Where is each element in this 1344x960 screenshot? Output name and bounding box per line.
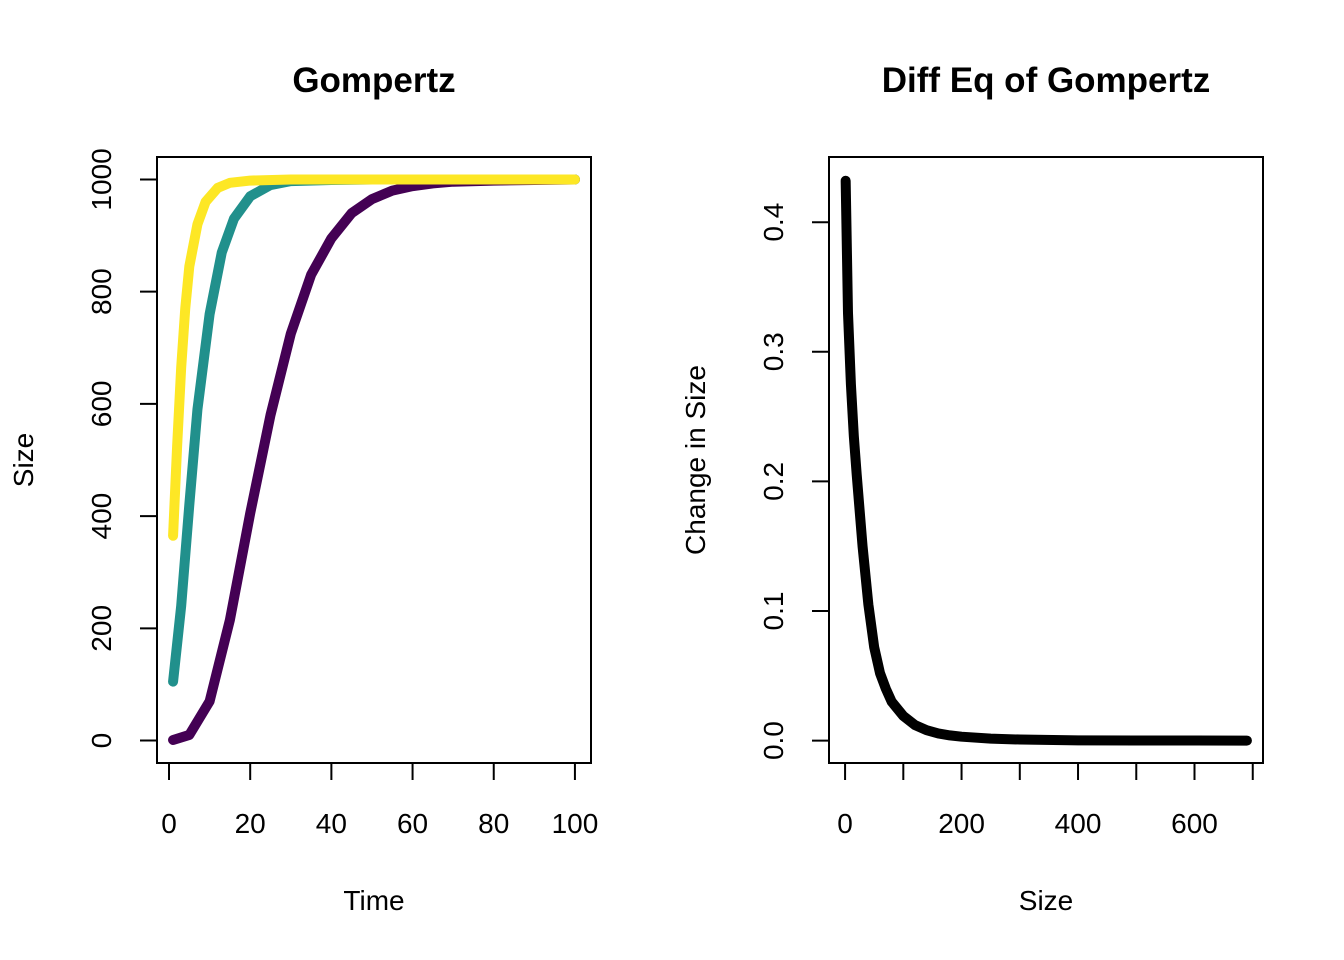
x-tick-label: 0 <box>837 808 853 839</box>
chart-title: Diff Eq of Gompertz <box>882 61 1211 100</box>
x-tick-label: 400 <box>1055 808 1102 839</box>
y-tick-label: 600 <box>86 381 117 428</box>
y-tick-label: 800 <box>86 268 117 315</box>
series-line <box>840 175 1252 746</box>
y-axis-label: Size <box>8 433 39 487</box>
y-tick-label: 400 <box>86 493 117 540</box>
y-tick-label: 0.0 <box>758 721 789 760</box>
y-tick-label: 0.2 <box>758 462 789 501</box>
x-tick-label: 200 <box>938 808 985 839</box>
x-axis-label: Time <box>343 885 404 916</box>
x-tick-label: 600 <box>1171 808 1218 839</box>
x-axis-label: Size <box>1019 885 1073 916</box>
x-tick-label: 80 <box>478 808 509 839</box>
y-axis-label: Change in Size <box>680 365 711 555</box>
y-tick-label: 200 <box>86 605 117 652</box>
series-line <box>168 174 580 541</box>
chart-title: Gompertz <box>292 61 455 100</box>
x-tick-label: 0 <box>161 808 177 839</box>
y-tick-label: 0.4 <box>758 203 789 242</box>
y-tick-label: 0.1 <box>758 592 789 631</box>
y-tick-label: 1000 <box>86 148 117 210</box>
y-tick-label: 0.3 <box>758 332 789 371</box>
panel-diff-eq: Diff Eq of Gompertz Size Change in Size … <box>680 61 1264 916</box>
x-tick-label: 100 <box>552 808 599 839</box>
series-group <box>168 174 580 745</box>
y-axis: 0.0 0.1 0.2 0.3 0.4 <box>758 203 830 760</box>
x-axis: 0 200 400 600 <box>837 762 1254 839</box>
plot-frame <box>828 156 1264 764</box>
y-axis: 0 200 400 600 800 1000 <box>86 148 158 749</box>
series-line <box>168 174 580 745</box>
x-tick-label: 60 <box>397 808 428 839</box>
panel-gompertz: Gompertz Time Size 0 20 40 60 80 100 0 200 400 6… <box>8 61 598 916</box>
x-tick-label: 20 <box>235 808 266 839</box>
series-group <box>840 175 1252 746</box>
y-tick-label: 0 <box>86 733 117 749</box>
x-tick-label: 40 <box>316 808 347 839</box>
x-axis: 0 20 40 60 80 100 <box>161 762 599 839</box>
